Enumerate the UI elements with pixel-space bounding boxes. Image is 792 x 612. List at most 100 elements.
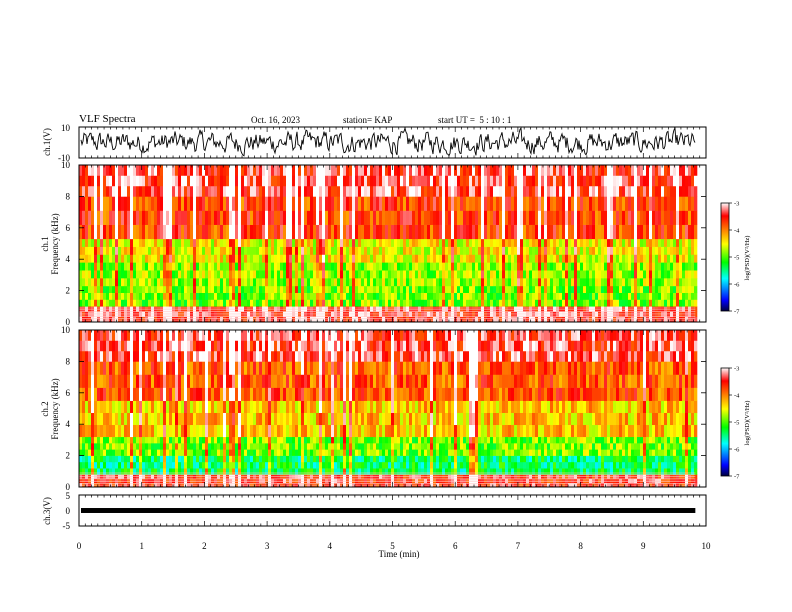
spectrogram-cell: [175, 246, 179, 255]
spectrogram-cell: [121, 185, 125, 197]
spectrogram-cell: [460, 285, 464, 293]
spectrogram-cell: [355, 278, 359, 287]
spectrogram-cell: [658, 285, 662, 293]
spectrogram-cell: [115, 185, 119, 197]
colorbar-tick-label: -3: [734, 201, 739, 208]
spectrogram-cell: [196, 455, 200, 463]
spectrogram-cell: [217, 316, 221, 322]
spectrogram-cell: [475, 254, 479, 263]
spectrogram-cell: [382, 175, 386, 187]
spectrogram-cell: [232, 196, 236, 211]
spectrogram-cell: [163, 254, 167, 263]
spectrogram-cell: [277, 306, 281, 312]
spectrogram-cell: [235, 292, 239, 300]
spectrogram-cell: [559, 238, 563, 247]
spectrogram-cell: [478, 270, 482, 279]
spectrogram-cell: [637, 210, 641, 225]
spectrogram-cell: [346, 316, 350, 322]
spectrogram-cell: [118, 387, 122, 401]
spectrogram-cell: [316, 246, 320, 255]
spectrogram-cell: [238, 185, 242, 197]
spectrogram-cell: [517, 316, 521, 322]
spectrogram-cell: [100, 185, 104, 197]
spectrogram-cell: [157, 285, 161, 293]
spectrogram-cell: [79, 468, 83, 475]
spectrogram-cell: [334, 316, 338, 322]
spectrogram-cell: [94, 461, 98, 469]
spectrogram-cell: [178, 361, 182, 375]
spectrogram-cell: [445, 316, 449, 322]
spectrogram-cell: [202, 461, 206, 469]
spectrogram-cell: [91, 311, 95, 318]
spectrogram-cell: [106, 424, 110, 438]
spectrogram-cell: [151, 412, 155, 426]
spectrogram-cell: [592, 306, 596, 312]
spectrogram-cell: [172, 443, 176, 450]
spectrogram-cell: [193, 443, 197, 450]
spectrogram-cell: [436, 175, 440, 187]
spectrogram-cell: [169, 185, 173, 197]
spectrogram-cell: [319, 311, 323, 318]
spectrogram-cell: [184, 224, 188, 240]
spectrogram-cell: [412, 285, 416, 293]
spectrogram-cell: [175, 350, 179, 362]
spectrogram-cell: [82, 468, 86, 475]
spectrogram-cell: [544, 306, 548, 312]
spectrogram-cell: [361, 175, 365, 187]
spectrogram-cell: [607, 306, 611, 312]
spectrogram-cell: [412, 238, 416, 247]
spectrogram-cell: [145, 455, 149, 463]
spectrogram-cell: [448, 254, 452, 263]
spectrogram-cell: [655, 292, 659, 300]
spectrogram-cell: [145, 468, 149, 475]
spectrogram-cell: [307, 285, 311, 293]
spectrogram-cell: [121, 254, 125, 263]
spectrogram-cell: [265, 270, 269, 279]
spectrogram-cell: [493, 262, 497, 271]
spectrogram-cell: [193, 254, 197, 263]
spectrogram-cell: [190, 238, 194, 247]
spectrogram-cell: [694, 196, 698, 211]
spectrogram-cell: [340, 292, 344, 300]
spectrogram-cell: [682, 306, 686, 312]
spectrogram-cell: [334, 246, 338, 255]
spectrogram-cell: [223, 299, 227, 307]
spectrogram-cell: [556, 285, 560, 293]
spectrogram-cell: [199, 443, 203, 450]
spectrogram-cell: [412, 306, 416, 312]
spectrogram-cell: [163, 246, 167, 255]
spectrogram-cell: [133, 185, 137, 197]
spectrogram-cell: [205, 412, 209, 426]
spectrogram-cell: [262, 311, 266, 318]
spectrogram-cell: [361, 224, 365, 240]
spectrogram-cell: [184, 461, 188, 469]
spectrogram-cell: [415, 285, 419, 293]
spectrogram-cell: [589, 246, 593, 255]
spectrogram-cell: [235, 270, 239, 279]
spectrogram-cell: [190, 285, 194, 293]
spectrogram-cell: [529, 316, 533, 322]
spectrogram-cell: [658, 165, 662, 176]
spectrogram-cell: [484, 306, 488, 312]
spectrogram-cell: [520, 175, 524, 187]
spectrogram-cell: [526, 285, 530, 293]
spectrogram-cell: [391, 278, 395, 287]
spectrogram-cell: [628, 270, 632, 279]
spectrogram-cell: [355, 210, 359, 225]
spectrogram-cell: [289, 292, 293, 300]
spectrogram-cell: [454, 299, 458, 307]
spectrogram-cell: [370, 285, 374, 293]
spectrogram-cell: [397, 254, 401, 263]
spectrogram-cell: [454, 246, 458, 255]
spectrogram-cell: [424, 185, 428, 197]
spectrogram-cell: [475, 165, 479, 176]
spectrogram-cell: [616, 292, 620, 300]
spectrogram-cell: [265, 292, 269, 300]
spectrogram-cell: [373, 262, 377, 271]
spectrogram-cell: [280, 210, 284, 225]
spectrogram-cell: [112, 387, 116, 401]
spectrogram-cell: [424, 270, 428, 279]
spectrogram-cell: [352, 270, 356, 279]
spectrogram-cell: [529, 270, 533, 279]
spectrogram-cell: [595, 210, 599, 225]
